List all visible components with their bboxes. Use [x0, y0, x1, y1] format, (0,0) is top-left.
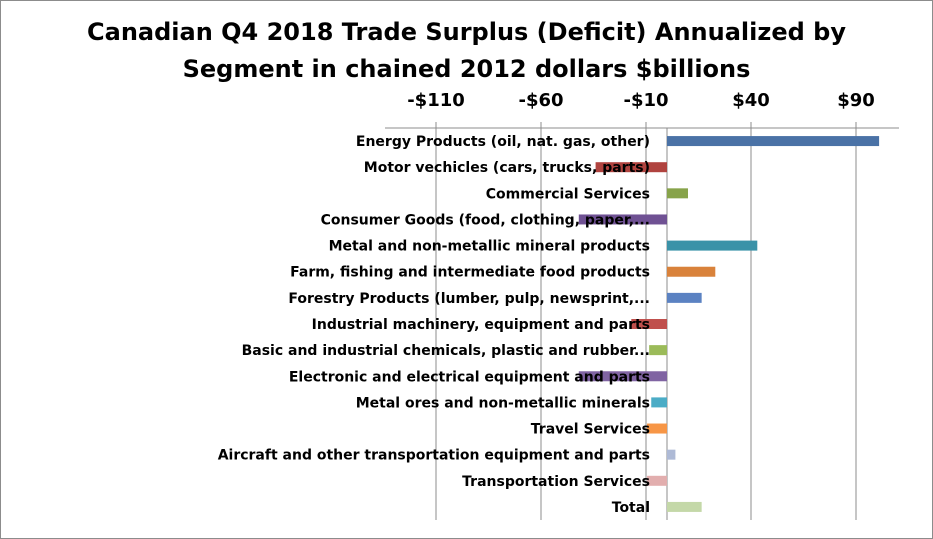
category-label: Electronic and electrical equipment and …: [289, 369, 650, 385]
bar: [667, 136, 880, 147]
bar: [667, 449, 676, 460]
category-label: Forestry Products (lumber, pulp, newspri…: [288, 291, 650, 307]
chart-title-line-1: Canadian Q4 2018 Trade Surplus (Deficit)…: [87, 18, 846, 46]
x-tick-label: $40: [732, 90, 770, 111]
category-label: Total: [612, 500, 650, 516]
chart-title-line-2: Segment in chained 2012 dollars $billion…: [182, 55, 751, 83]
x-tick-label: -$10: [623, 90, 668, 111]
x-tick-label: $90: [837, 90, 875, 111]
category-label: Industrial machinery, equipment and part…: [312, 317, 650, 333]
category-label: Energy Products (oil, nat. gas, other): [356, 134, 650, 150]
category-label: Basic and industrial chemicals, plastic …: [242, 343, 650, 359]
category-label: Metal ores and non-metallic minerals: [356, 395, 650, 411]
x-tick-label: -$60: [518, 90, 563, 111]
bar: [647, 423, 667, 434]
x-tick-label: -$110: [407, 90, 465, 111]
category-label: Travel Services: [531, 422, 650, 438]
bar: [578, 214, 667, 225]
category-label: Transportation Services: [462, 474, 650, 490]
bar: [649, 345, 667, 356]
bar: [631, 319, 667, 329]
category-label: Aircraft and other transportation equipm…: [218, 448, 650, 464]
category-label: Motor vechicles (cars, trucks, parts): [364, 160, 650, 176]
bar: [595, 162, 667, 173]
bar: [667, 240, 758, 251]
category-label: Metal and non-metallic mineral products: [329, 239, 650, 255]
bar: [667, 292, 702, 303]
bar: [667, 188, 688, 199]
bar: [647, 475, 667, 486]
category-label: Farm, fishing and intermediate food prod…: [290, 265, 650, 281]
bar: [578, 371, 667, 382]
bar: [667, 266, 716, 277]
category-label: Commercial Services: [486, 186, 650, 202]
bar: [651, 397, 667, 408]
bar: [667, 501, 702, 512]
category-label: Consumer Goods (food, clothing, paper,..…: [321, 212, 650, 228]
